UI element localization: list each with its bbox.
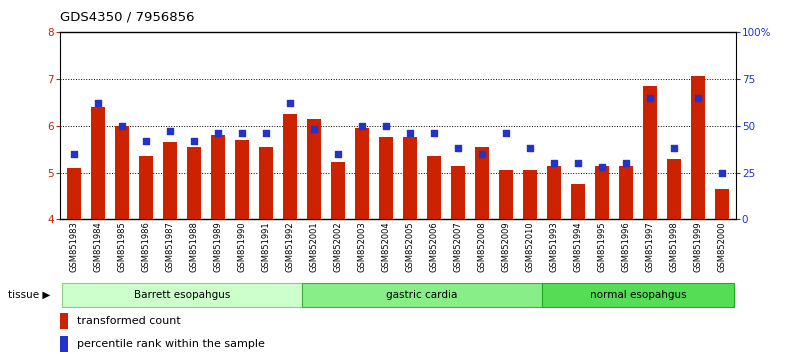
Bar [618, 166, 633, 219]
Point [451, 145, 464, 151]
Text: GSM852003: GSM852003 [357, 221, 366, 272]
Bar [427, 156, 441, 219]
FancyBboxPatch shape [62, 283, 302, 307]
Bar [283, 114, 297, 219]
Bar [306, 119, 322, 219]
Bar [163, 142, 178, 219]
Point [500, 130, 513, 136]
Text: GSM852010: GSM852010 [525, 221, 534, 272]
Text: GSM851999: GSM851999 [693, 221, 702, 272]
Bar [474, 147, 490, 219]
Bar [451, 166, 465, 219]
Point [475, 151, 488, 156]
Text: GSM852006: GSM852006 [430, 221, 439, 272]
Bar [523, 170, 537, 219]
Point [548, 160, 560, 166]
Text: GSM851994: GSM851994 [573, 221, 583, 272]
Text: Barrett esopahgus: Barrett esopahgus [134, 290, 230, 300]
Text: GSM851995: GSM851995 [598, 221, 607, 272]
Text: GDS4350 / 7956856: GDS4350 / 7956856 [60, 11, 194, 24]
Point [380, 123, 392, 129]
Bar [499, 170, 513, 219]
Bar [403, 137, 417, 219]
Point [572, 160, 584, 166]
Text: normal esopahgus: normal esopahgus [590, 290, 686, 300]
Text: GSM851988: GSM851988 [189, 221, 198, 272]
Point [404, 130, 416, 136]
Text: GSM851984: GSM851984 [94, 221, 103, 272]
Text: GSM852005: GSM852005 [405, 221, 415, 272]
FancyBboxPatch shape [302, 283, 542, 307]
Text: GSM851986: GSM851986 [142, 221, 150, 272]
Bar [187, 147, 201, 219]
Point [259, 130, 272, 136]
Text: GSM851992: GSM851992 [286, 221, 295, 272]
Bar [595, 166, 609, 219]
Text: GSM851991: GSM851991 [262, 221, 271, 272]
Bar [60, 313, 68, 329]
Point [68, 151, 80, 156]
Text: GSM851983: GSM851983 [69, 221, 79, 272]
Point [140, 138, 153, 143]
Point [92, 100, 104, 106]
Point [668, 145, 681, 151]
Bar [571, 184, 585, 219]
Point [356, 123, 369, 129]
Text: GSM852004: GSM852004 [381, 221, 391, 272]
Text: GSM851987: GSM851987 [166, 221, 174, 272]
Bar [259, 147, 273, 219]
Bar [235, 140, 249, 219]
Bar [211, 135, 225, 219]
Text: gastric cardia: gastric cardia [386, 290, 458, 300]
Text: tissue ▶: tissue ▶ [8, 290, 50, 300]
Point [427, 130, 440, 136]
Point [619, 160, 632, 166]
Point [283, 100, 296, 106]
Point [692, 95, 704, 101]
Text: GSM851985: GSM851985 [118, 221, 127, 272]
Bar [331, 162, 345, 219]
FancyBboxPatch shape [542, 283, 734, 307]
Bar [60, 336, 68, 352]
Point [115, 123, 128, 129]
Point [595, 164, 608, 170]
Point [524, 145, 537, 151]
Point [212, 130, 224, 136]
Text: transformed count: transformed count [76, 316, 181, 326]
Bar [379, 137, 393, 219]
Text: GSM852009: GSM852009 [501, 221, 510, 272]
Bar [67, 168, 81, 219]
Bar [115, 126, 129, 219]
Text: GSM852001: GSM852001 [310, 221, 318, 272]
Point [332, 151, 345, 156]
Bar [667, 159, 681, 219]
Text: GSM852002: GSM852002 [334, 221, 342, 272]
Text: GSM852007: GSM852007 [454, 221, 462, 272]
Bar [691, 76, 705, 219]
Text: GSM852000: GSM852000 [717, 221, 727, 272]
Text: GSM852008: GSM852008 [478, 221, 486, 272]
Point [164, 129, 177, 134]
Point [188, 138, 201, 143]
Text: GSM851993: GSM851993 [549, 221, 559, 272]
Text: GSM851990: GSM851990 [237, 221, 247, 272]
Text: percentile rank within the sample: percentile rank within the sample [76, 339, 264, 349]
Point [716, 170, 728, 175]
Point [643, 95, 656, 101]
Text: GSM851989: GSM851989 [213, 221, 223, 272]
Text: GSM851996: GSM851996 [622, 221, 630, 272]
Point [236, 130, 248, 136]
Text: GSM851997: GSM851997 [646, 221, 654, 272]
Bar [642, 86, 657, 219]
Bar [355, 128, 369, 219]
Bar [91, 107, 105, 219]
Bar [715, 189, 729, 219]
Bar [139, 156, 154, 219]
Bar [547, 166, 561, 219]
Point [308, 127, 321, 132]
Text: GSM851998: GSM851998 [669, 221, 678, 272]
